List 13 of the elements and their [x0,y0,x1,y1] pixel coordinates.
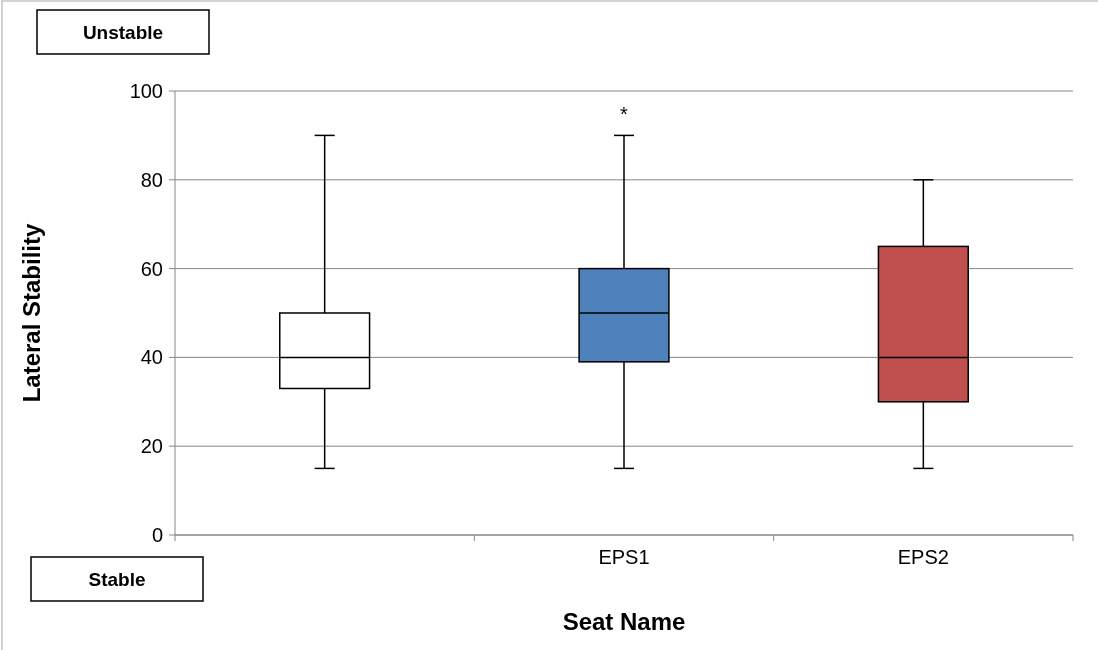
x-axis-title: Seat Name [562,608,686,635]
annotation: * [620,103,629,126]
y-tick-label: 60 [140,257,163,280]
x-tick-label: EPS1 [598,546,650,568]
text: Stable [88,568,146,590]
y-tick-label: 0 [151,524,163,546]
y-tick-label: 80 [140,168,163,191]
y-tick-label: 20 [140,435,163,458]
x-tick-label: EPS2 [897,546,949,568]
y-axis-title: Lateral Stability [18,222,45,403]
text: Unstable [82,21,164,43]
y-tick-label: 40 [140,346,163,369]
y-tick-label: 100 [129,80,163,102]
